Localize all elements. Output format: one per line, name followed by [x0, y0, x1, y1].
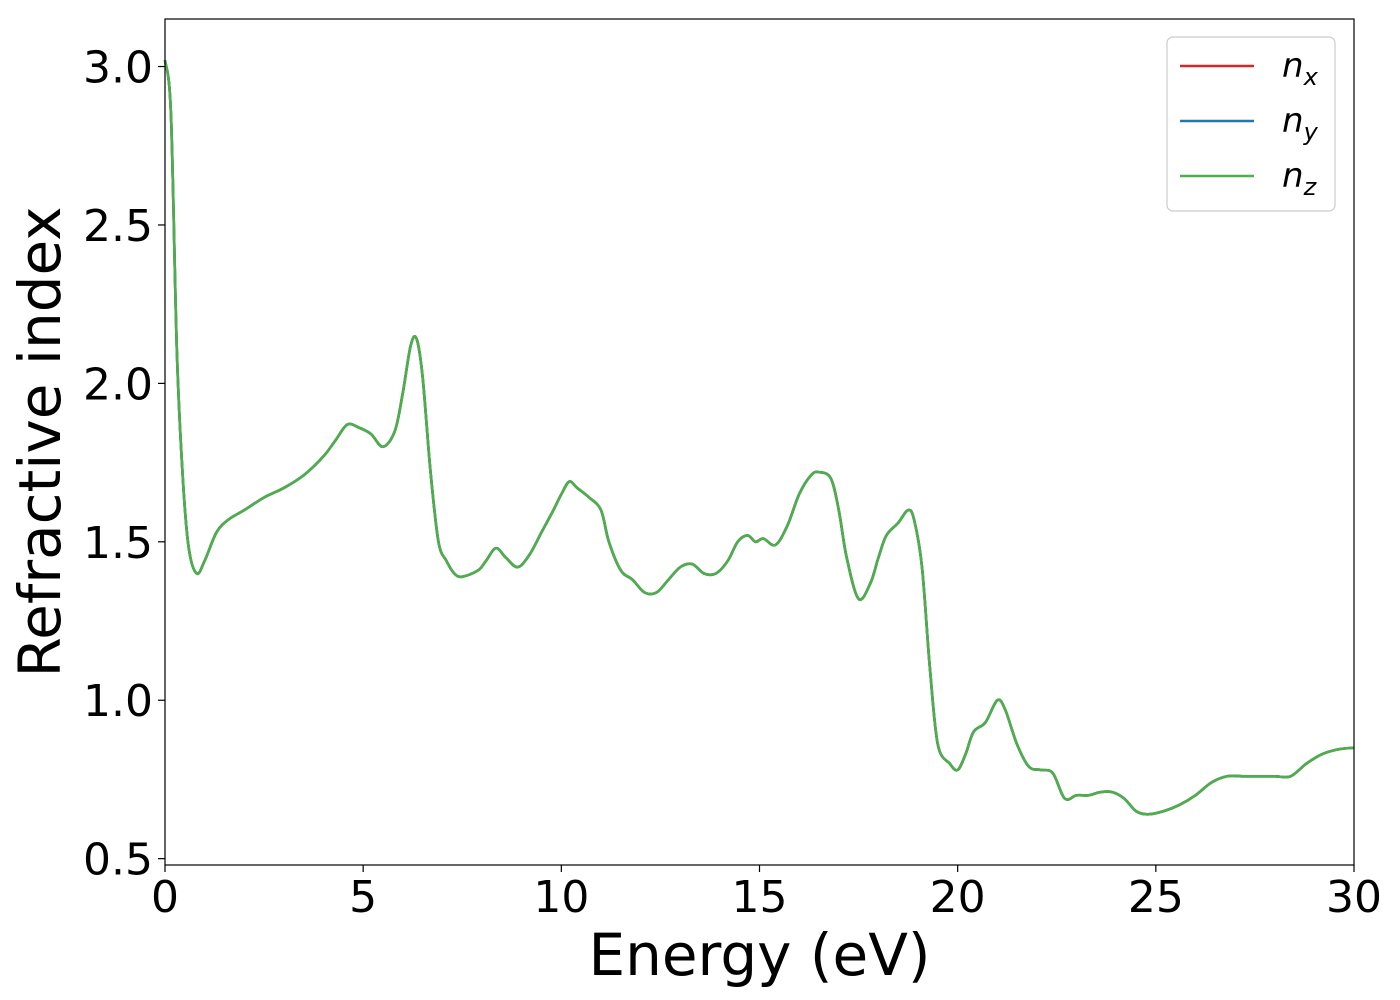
x-axis-label: Energy (eV)	[588, 921, 930, 989]
legend-box	[1166, 36, 1336, 212]
x-tick-label: 30	[1326, 872, 1382, 923]
y-tick-label: 1.0	[83, 676, 153, 727]
y-tick-label: 1.5	[83, 518, 153, 569]
y-axis-label: Refractive index	[6, 206, 74, 677]
legend-label-n-x: nx	[1282, 46, 1319, 91]
series-line-n-z	[163, 60, 1355, 816]
legend: nx ny nz	[1166, 36, 1336, 212]
x-tick-label: 25	[1128, 872, 1184, 923]
y-axis-ticks: 0.5 1.0 1.5 2.0 2.5 3.0	[83, 43, 165, 886]
x-tick-label: 10	[533, 872, 589, 923]
x-tick-label: 20	[930, 872, 986, 923]
x-axis-ticks: 0 5 10 15 20 25 30	[151, 865, 1382, 923]
y-tick-label: 0.5	[83, 835, 153, 886]
x-tick-label: 15	[732, 872, 788, 923]
legend-label-n-z: nz	[1282, 156, 1318, 201]
y-tick-label: 3.0	[83, 43, 153, 94]
x-tick-label: 0	[151, 872, 179, 923]
x-tick-label: 5	[349, 872, 377, 923]
y-tick-label: 2.0	[83, 359, 153, 410]
y-tick-label: 2.5	[83, 201, 153, 252]
series-layer	[163, 60, 1355, 816]
legend-label-n-y: ny	[1282, 101, 1319, 146]
